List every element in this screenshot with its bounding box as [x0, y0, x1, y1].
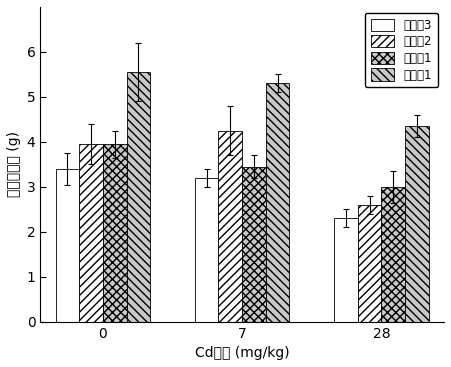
Legend: 对比例3, 对比例2, 对比例1, 实施例1: 对比例3, 对比例2, 对比例1, 实施例1 — [365, 13, 438, 87]
X-axis label: Cd浓度 (mg/kg): Cd浓度 (mg/kg) — [195, 346, 290, 360]
Bar — [218, 131, 242, 321]
Bar — [55, 169, 79, 321]
Bar — [405, 126, 429, 321]
Bar — [127, 72, 150, 321]
Bar — [242, 167, 266, 321]
Bar — [382, 187, 405, 321]
Bar — [358, 205, 382, 321]
Bar — [266, 83, 290, 321]
Bar — [195, 178, 218, 321]
Bar — [79, 144, 103, 321]
Bar — [334, 218, 358, 321]
Y-axis label: 地上部干重 (g): 地上部干重 (g) — [7, 131, 21, 197]
Bar — [103, 144, 127, 321]
